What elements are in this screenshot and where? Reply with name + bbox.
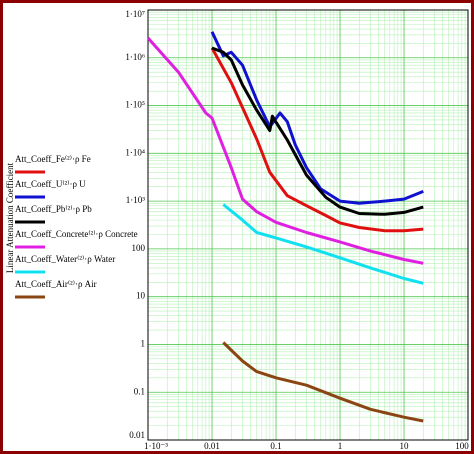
legend-label: Att_Coeff_Concrete⁽²⁾·ρ Concrete (15, 229, 138, 239)
y-tick-label: 1·10⁷ (125, 9, 145, 19)
plot-frame (147, 9, 469, 441)
x-tick-label: 100 (455, 441, 469, 451)
y-tick-label: 10 (136, 291, 146, 301)
x-tick-label: 0.01 (204, 441, 220, 451)
series-line (222, 341, 424, 423)
series-line (146, 37, 424, 265)
y-tick-label: 0.1 (134, 386, 145, 396)
x-tick-label: 10 (400, 441, 410, 451)
y-axis-label: Linear Attenuation Coefficient (5, 162, 15, 273)
series-line (211, 46, 424, 216)
x-tick-label: 1·10⁻³ (144, 441, 168, 451)
chart: Linear Attenuation Coefficient 1·10⁻³ 0.0… (5, 9, 469, 451)
y-tick-label: 1·10⁴ (125, 147, 145, 157)
series-line (222, 203, 424, 285)
y-tick-label: 1 (141, 339, 146, 349)
series-line (210, 47, 424, 233)
x-tick-label: 0.1 (270, 441, 281, 451)
legend-label: Att_Coeff_Fe⁽²⁾·ρ Fe (15, 154, 91, 164)
legend-label: Att_Coeff_Water⁽²⁾·ρ Water (15, 254, 115, 264)
y-tick-label: 1·10³ (126, 195, 145, 205)
series-line (210, 31, 424, 205)
legend-label: Att_Coeff_U⁽²⁾·ρ U (15, 179, 86, 189)
y-tick-label: 100 (132, 243, 146, 253)
x-tick-label: 1 (338, 441, 343, 451)
legend-label: Att_Coeff_Air⁽²⁾·ρ Air (15, 279, 97, 289)
y-tick-label: 1·10⁶ (125, 52, 145, 62)
y-tick-label: 0.01 (129, 430, 145, 440)
y-tick-label: 1·10⁵ (125, 100, 145, 110)
legend-label: Att_Coeff_Pb⁽²⁾·ρ Pb (15, 204, 92, 214)
